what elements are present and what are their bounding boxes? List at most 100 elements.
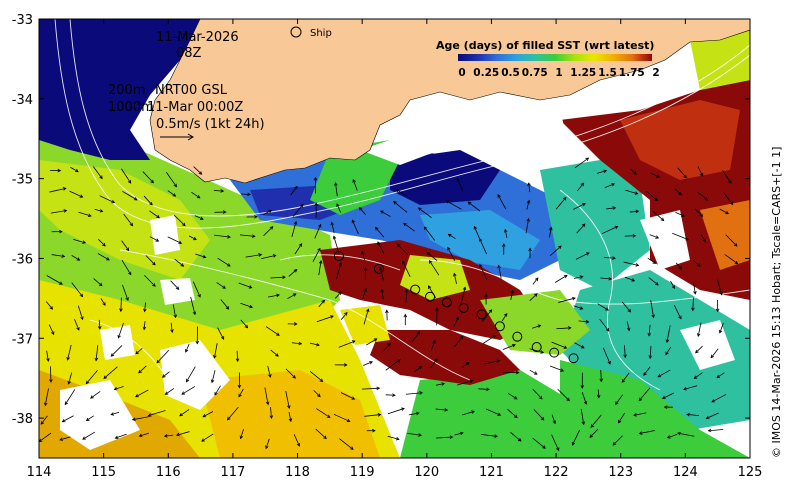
current-vector-head [361, 250, 365, 255]
current-vector [379, 267, 384, 281]
current-vector [172, 304, 177, 318]
current-vector [672, 232, 689, 241]
current-vector-head [181, 391, 186, 395]
current-vector-head [447, 246, 451, 251]
current-vector [339, 438, 354, 450]
current-vector [677, 432, 695, 437]
current-vector-head [373, 338, 378, 342]
current-vector [238, 282, 252, 289]
current-vector-head [648, 355, 653, 360]
current-vector-head [655, 235, 660, 239]
current-vector [288, 269, 297, 277]
current-vector-head [106, 257, 110, 261]
current-vector-head [226, 263, 231, 267]
current-vector-head [549, 226, 553, 231]
current-vector-head [76, 257, 81, 261]
current-vector-head [287, 405, 291, 410]
current-vector [174, 258, 184, 267]
current-vector-head [455, 316, 459, 321]
current-vector-head [580, 345, 585, 349]
current-vector [86, 415, 94, 421]
current-vector-head [395, 436, 400, 441]
current-vector [94, 208, 103, 212]
current-vector [577, 182, 584, 192]
current-vector-head [152, 283, 156, 287]
current-vector [70, 166, 79, 173]
current-vector [446, 200, 462, 210]
current-vector-head [478, 237, 483, 242]
current-vector [501, 313, 508, 322]
current-vector-head [441, 382, 446, 386]
current-vector [549, 365, 564, 372]
current-vector [697, 322, 702, 337]
current-vector [78, 211, 92, 217]
current-vector [597, 389, 600, 398]
current-vector-head [326, 414, 331, 418]
current-vector-head [484, 293, 488, 297]
current-vector [461, 362, 470, 368]
current-vector [123, 213, 133, 226]
current-vector [48, 324, 55, 335]
current-vector [167, 236, 182, 244]
current-vector [647, 257, 656, 264]
current-vector-head [710, 354, 715, 359]
current-vector [692, 297, 694, 311]
current-vector [211, 370, 216, 383]
current-vector [531, 325, 541, 329]
current-vector-head [416, 331, 421, 335]
current-vector-head [479, 263, 483, 268]
current-vector [143, 195, 153, 206]
current-vector-head [581, 223, 586, 228]
current-vector [554, 275, 568, 283]
current-vector-head [265, 401, 270, 406]
current-vector [621, 301, 631, 313]
current-vector-head [85, 380, 90, 385]
colorbar-tick-label: 0.75 [522, 67, 548, 79]
current-vector [414, 366, 422, 373]
current-vector-head [343, 363, 348, 367]
current-vector-head [715, 308, 720, 313]
current-vector [142, 171, 154, 184]
current-vector-head [76, 326, 80, 331]
current-vector [643, 366, 651, 376]
current-vector-head [423, 226, 428, 231]
current-vector-head [336, 203, 340, 208]
current-vector-head [456, 177, 460, 182]
current-vector [694, 372, 703, 379]
current-vector [318, 300, 325, 308]
current-vector-head [164, 391, 169, 395]
current-vector-head [612, 256, 616, 260]
current-vector [270, 276, 286, 279]
current-vector [556, 327, 571, 330]
x-axis: 114 115 116 117 118 119 120 121 122 123 124 125 [27, 19, 762, 480]
current-vector-head [654, 197, 659, 202]
current-vector-head [268, 209, 273, 214]
current-vector-head [63, 209, 68, 213]
current-vector-head [655, 282, 659, 286]
current-vector [98, 239, 106, 247]
current-vector [430, 358, 438, 369]
current-vector-head [733, 243, 738, 247]
current-vector-head [275, 353, 279, 357]
current-vectors [39, 157, 739, 452]
current-vector [657, 369, 671, 378]
current-vector [602, 347, 611, 365]
current-vector-head [699, 213, 704, 217]
ship-position-marker [458, 302, 469, 313]
current-vector [510, 431, 522, 442]
current-vector [675, 212, 685, 217]
current-vector-head [693, 375, 698, 379]
current-vector [51, 254, 65, 257]
current-vector-head [691, 307, 695, 312]
current-vector [574, 342, 585, 349]
current-vector-head [428, 285, 432, 289]
current-vector-head [199, 216, 204, 220]
current-vector [352, 179, 358, 191]
current-vector [188, 235, 197, 240]
current-vector [362, 288, 367, 299]
current-vector-head [110, 412, 115, 416]
current-vector [666, 325, 671, 343]
current-vector-head [635, 209, 640, 214]
current-vector [387, 408, 405, 415]
current-vector [529, 369, 538, 375]
